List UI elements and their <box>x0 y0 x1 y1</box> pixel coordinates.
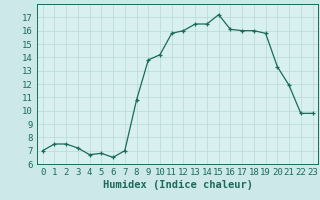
X-axis label: Humidex (Indice chaleur): Humidex (Indice chaleur) <box>103 180 252 190</box>
